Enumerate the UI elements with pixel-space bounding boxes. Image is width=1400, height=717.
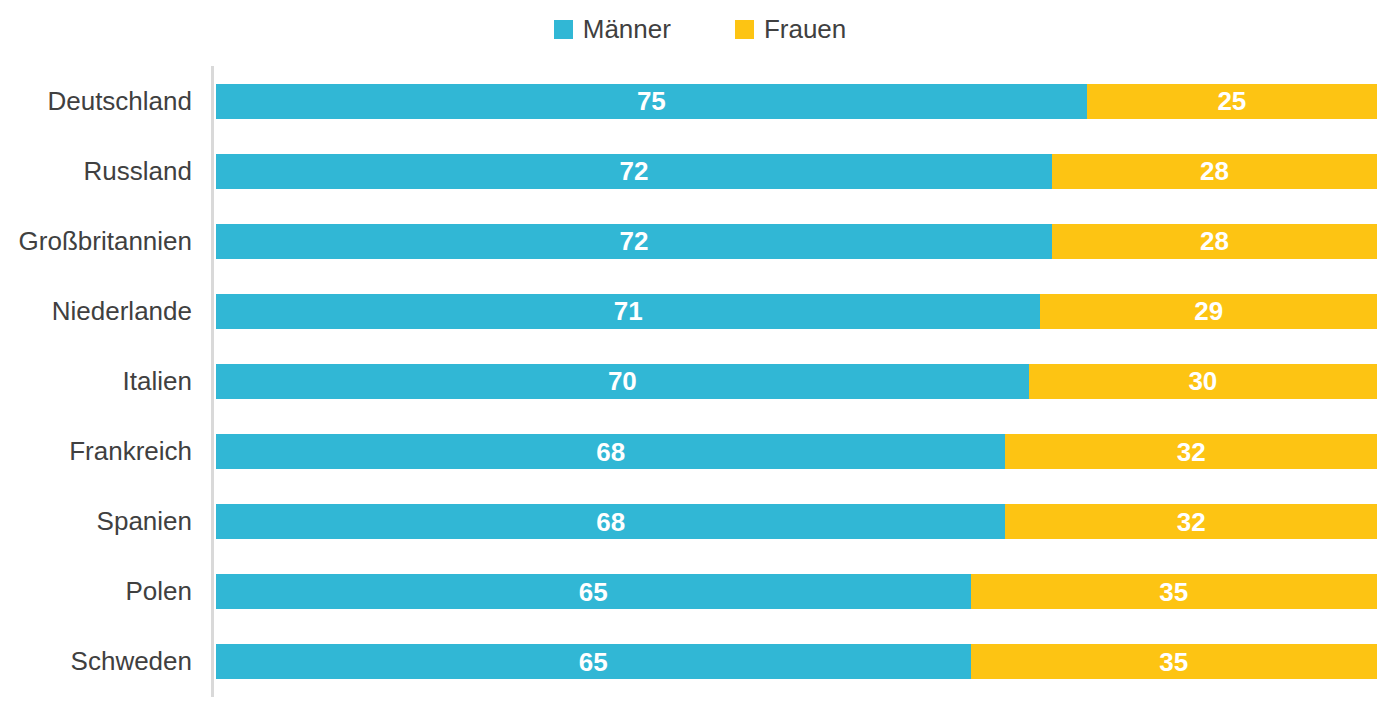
bar-track: 72 28: [216, 224, 1377, 259]
bar-segment-frauen: 28: [1052, 154, 1377, 189]
bar-segment-frauen: 29: [1040, 294, 1377, 329]
category-label: Deutschland: [0, 86, 214, 117]
bar-track: 65 35: [216, 574, 1377, 609]
bar-segment-frauen: 32: [1005, 434, 1377, 469]
chart-area: Deutschland7525Russland7228Großbritannie…: [0, 66, 1400, 697]
value-label: 72: [619, 228, 648, 254]
value-label: 32: [1177, 509, 1206, 535]
bar-track: 65 35: [216, 644, 1377, 679]
bar-track: 68 32: [216, 434, 1377, 469]
bar-track: 71 29: [216, 294, 1377, 329]
bar-segment-maenner: 71: [216, 294, 1040, 329]
legend-item-maenner: Männer: [554, 14, 671, 45]
value-label: 71: [614, 298, 643, 324]
chart-row: Polen 65 35: [0, 557, 1400, 627]
bar-segment-maenner: 75: [216, 84, 1087, 119]
bar-segment-maenner: 72: [216, 224, 1052, 259]
chart-slide: Männer Frauen Deutschland 75 25 Russland 72 2…: [0, 0, 1400, 717]
value-label: 28: [1200, 158, 1229, 184]
chart-row: Italien 70 30: [0, 346, 1400, 416]
value-label: 35: [1159, 649, 1188, 675]
value-label: 65: [579, 579, 608, 605]
chart-row: Niederlande 71 29: [0, 276, 1400, 346]
bar-track: 70 30: [216, 364, 1377, 399]
chart-row: Russland 72 28: [0, 136, 1400, 206]
bar-track: 75 25: [216, 84, 1377, 119]
legend: Männer Frauen: [0, 14, 1400, 45]
bar-track: 72 28: [216, 154, 1377, 189]
legend-item-frauen: Frauen: [735, 14, 846, 45]
chart-row: Deutschland 75 25: [0, 66, 1400, 136]
bar-segment-maenner: 65: [216, 574, 971, 609]
chart-row: Frankreich 68 32: [0, 417, 1400, 487]
value-label: 25: [1217, 88, 1246, 114]
bar-segment-maenner: 68: [216, 504, 1005, 539]
value-label: 28: [1200, 228, 1229, 254]
category-label: Frankreich: [0, 436, 214, 467]
bar-segment-maenner: 65: [216, 644, 971, 679]
bar-segment-frauen: 35: [971, 644, 1377, 679]
category-label: Großbritannien: [0, 226, 214, 257]
category-label: Italien: [0, 366, 214, 397]
chart-row: Großbritannien 72 28: [0, 206, 1400, 276]
chart-row: Spanien 68 32: [0, 487, 1400, 557]
bar-segment-frauen: 35: [971, 574, 1377, 609]
chart-rows: Deutschland7525Russland7228Großbritannie…: [0, 66, 1400, 697]
bar-segment-frauen: 28: [1052, 224, 1377, 259]
value-label: 35: [1159, 579, 1188, 605]
bar-segment-maenner: 68: [216, 434, 1005, 469]
category-label: Schweden: [0, 646, 214, 677]
category-label: Niederlande: [0, 296, 214, 327]
value-label: 68: [596, 509, 625, 535]
value-label: 30: [1188, 368, 1217, 394]
legend-label-frauen: Frauen: [764, 14, 846, 45]
bar-segment-frauen: 25: [1087, 84, 1377, 119]
value-label: 68: [596, 439, 625, 465]
bar-segment-frauen: 30: [1029, 364, 1377, 399]
value-label: 29: [1194, 298, 1223, 324]
value-label: 75: [637, 88, 666, 114]
chart-row: Schweden 65 35: [0, 627, 1400, 697]
legend-swatch-frauen-icon: [735, 20, 754, 39]
value-label: 72: [619, 158, 648, 184]
bar-track: 68 32: [216, 504, 1377, 539]
value-label: 70: [608, 368, 637, 394]
value-label: 32: [1177, 439, 1206, 465]
bar-segment-frauen: 32: [1005, 504, 1377, 539]
bar-segment-maenner: 72: [216, 154, 1052, 189]
category-label: Polen: [0, 576, 214, 607]
legend-label-maenner: Männer: [583, 14, 671, 45]
legend-swatch-maenner-icon: [554, 20, 573, 39]
value-label: 65: [579, 649, 608, 675]
category-label: Spanien: [0, 506, 214, 537]
bar-segment-maenner: 70: [216, 364, 1029, 399]
category-label: Russland: [0, 156, 214, 187]
